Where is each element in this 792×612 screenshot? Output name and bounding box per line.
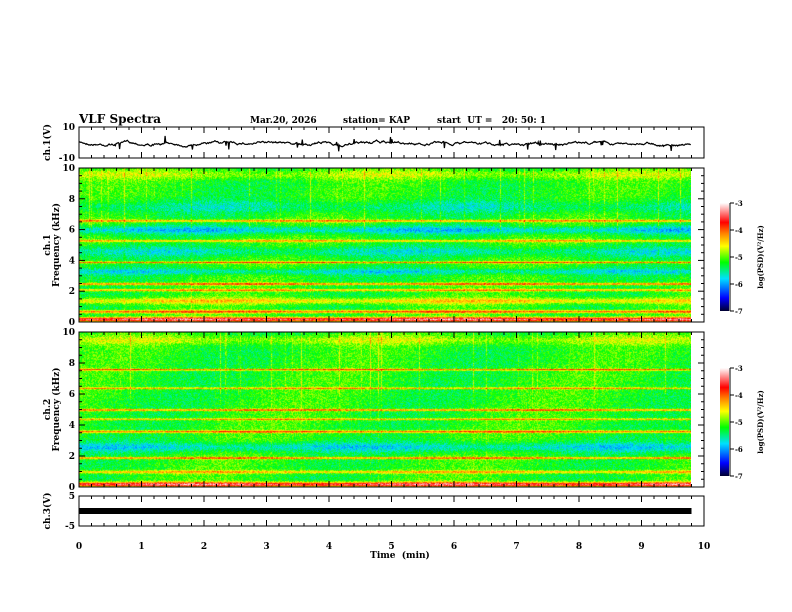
ch1-waveform-ylabel: ch.1(V) xyxy=(42,124,53,161)
ch1-spectrogram-ylabel-top: ch.1 xyxy=(43,234,53,255)
station-label: station= KAP xyxy=(343,116,410,126)
colorbar-tick-label: -4 xyxy=(735,391,743,400)
ch2-spectrogram-ylabel-top: ch.2 xyxy=(43,399,53,420)
x-tick-label: 1 xyxy=(138,542,144,552)
colorbar-tick-label: -3 xyxy=(735,199,743,208)
ch1-spectrogram-ylabel-bottom: Frequency (kHz) xyxy=(51,203,62,287)
ch1-colorbar xyxy=(720,203,729,311)
start-ut-label: start UT = 20: 50: 1 xyxy=(437,116,546,126)
colorbar-tick-label: -5 xyxy=(735,253,743,262)
y-tick-label: 6 xyxy=(69,390,75,400)
x-tick-label: 8 xyxy=(576,542,582,552)
y-tick-label: 0 xyxy=(69,318,75,328)
colorbar-label: log(PSD)(V²/Hz) xyxy=(756,225,765,289)
colorbar-tick-label: -6 xyxy=(735,445,743,454)
y-tick-label: 10 xyxy=(62,164,75,174)
y-tick-label: 6 xyxy=(69,226,75,236)
colorbar-tick-label: -7 xyxy=(735,472,743,481)
ch3-waveform-ylabel: ch.3(V) xyxy=(42,493,53,530)
colorbar-tick-label: -5 xyxy=(735,418,743,427)
x-tick-label: 2 xyxy=(201,542,207,552)
ch2-spectrogram-ylabel-bottom: Frequency (kHz) xyxy=(51,367,62,451)
x-tick-label: 7 xyxy=(513,542,519,552)
y-tick-label: 2 xyxy=(69,452,75,462)
ch2-spectrogram-frame xyxy=(78,331,705,488)
colorbar-label: log(PSD)(V²/Hz) xyxy=(756,390,765,454)
colorbar-tick-label: -6 xyxy=(735,280,743,289)
y-tick-label: 4 xyxy=(69,256,75,266)
x-tick-label: 4 xyxy=(326,542,332,552)
y-tick-label: 2 xyxy=(69,287,75,297)
x-tick-label: 3 xyxy=(263,542,269,552)
ch1-spectrogram-image xyxy=(79,168,691,322)
colorbar-tick-label: -3 xyxy=(735,364,743,373)
colorbar-tick-label: -7 xyxy=(735,307,743,316)
ch1-spectrogram-frame xyxy=(78,167,705,323)
x-axis-label: Time (min) xyxy=(370,550,430,561)
colorbar-tick-label: -4 xyxy=(735,226,743,235)
y-tick-label: 0 xyxy=(69,483,75,493)
x-tick-label: 6 xyxy=(451,542,457,552)
y-tick-label: -10 xyxy=(59,154,75,164)
ch1-waveform-line xyxy=(78,135,691,152)
y-tick-label: 10 xyxy=(62,123,75,133)
date-label: Mar.20, 2026 xyxy=(250,116,317,126)
chart-title: VLF Spectra xyxy=(78,112,161,126)
x-tick-label: 5 xyxy=(388,542,394,552)
x-tick-label: 0 xyxy=(76,542,82,552)
y-tick-label: 4 xyxy=(69,421,75,431)
ch3-waveform-line xyxy=(79,508,692,514)
ch2-spectrogram-image xyxy=(79,332,691,487)
y-tick-label: 10 xyxy=(62,328,75,338)
x-tick-label: 9 xyxy=(638,542,644,552)
x-tick-label: 10 xyxy=(698,542,711,552)
y-tick-label: 5 xyxy=(69,492,75,502)
ch2-colorbar xyxy=(720,368,729,476)
y-tick-label: -5 xyxy=(65,522,75,532)
y-tick-label: 8 xyxy=(69,195,75,205)
y-tick-label: 8 xyxy=(69,359,75,369)
